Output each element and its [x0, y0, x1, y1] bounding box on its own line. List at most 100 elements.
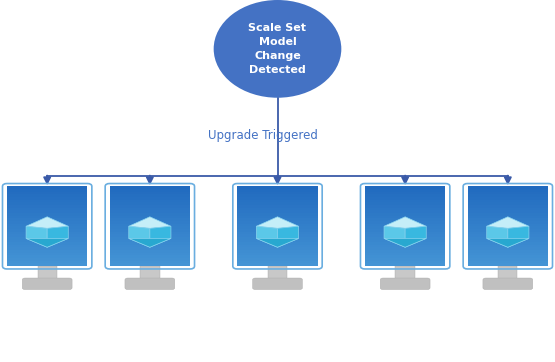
Bar [238, 263, 317, 266]
Bar [467, 228, 548, 232]
Bar [365, 194, 445, 197]
Bar [110, 205, 190, 208]
Polygon shape [384, 226, 405, 247]
Bar [238, 228, 317, 232]
Bar [110, 215, 190, 218]
Bar [7, 202, 88, 205]
Bar [7, 197, 88, 200]
Text: Scale Set
Model
Change
Detected: Scale Set Model Change Detected [249, 23, 306, 75]
Bar [110, 226, 190, 229]
Bar [467, 252, 548, 256]
Bar [110, 255, 190, 258]
Bar [238, 239, 317, 242]
Bar [467, 234, 548, 237]
Bar [238, 189, 317, 192]
Bar [467, 242, 548, 245]
Bar [7, 236, 88, 240]
Bar [365, 212, 445, 216]
Bar [238, 231, 317, 234]
Bar [467, 212, 548, 216]
Bar [7, 207, 88, 210]
Bar [365, 220, 445, 224]
Bar [365, 223, 445, 226]
Bar [7, 231, 88, 234]
Bar [238, 244, 317, 248]
Bar [467, 202, 548, 205]
Bar [238, 212, 317, 216]
Bar [110, 218, 190, 221]
Bar [7, 242, 88, 245]
Bar [467, 218, 548, 221]
Bar [467, 194, 548, 197]
Polygon shape [384, 239, 426, 247]
Bar [238, 252, 317, 256]
FancyBboxPatch shape [380, 278, 430, 290]
Bar [467, 210, 548, 213]
Bar [110, 210, 190, 213]
Bar [238, 218, 317, 221]
Bar [238, 223, 317, 226]
Polygon shape [26, 239, 68, 247]
Bar [238, 258, 317, 261]
Polygon shape [278, 226, 299, 247]
Bar [365, 252, 445, 256]
Polygon shape [129, 239, 171, 247]
Bar [365, 191, 445, 194]
Bar [7, 199, 88, 202]
Bar [238, 210, 317, 213]
Bar [365, 247, 445, 250]
Bar [365, 226, 445, 229]
Bar [467, 231, 548, 234]
Bar [467, 236, 548, 240]
Ellipse shape [214, 0, 341, 98]
Bar [110, 194, 190, 197]
Bar [365, 263, 445, 266]
Bar [365, 244, 445, 248]
Bar [467, 255, 548, 258]
Bar [7, 186, 88, 189]
Text: Upgrade Triggered: Upgrade Triggered [208, 129, 318, 142]
Bar [238, 202, 317, 205]
Bar [7, 226, 88, 229]
Bar [365, 186, 445, 189]
Bar [467, 223, 548, 226]
Bar [467, 189, 548, 192]
Bar [110, 234, 190, 237]
Bar [7, 218, 88, 221]
Bar [365, 199, 445, 202]
Bar [110, 220, 190, 224]
Bar [365, 250, 445, 253]
Bar [467, 207, 548, 210]
Bar [467, 186, 548, 189]
Bar [467, 191, 548, 194]
Bar [110, 236, 190, 240]
Bar [365, 242, 445, 245]
Bar [238, 260, 317, 264]
Polygon shape [38, 266, 57, 280]
Bar [365, 197, 445, 200]
Bar [7, 234, 88, 237]
Bar [110, 186, 190, 189]
Bar [7, 189, 88, 192]
Polygon shape [150, 226, 171, 247]
Bar [365, 231, 445, 234]
Bar [110, 212, 190, 216]
Bar [238, 247, 317, 250]
Polygon shape [487, 239, 529, 247]
Bar [7, 255, 88, 258]
Polygon shape [26, 217, 68, 228]
Bar [7, 239, 88, 242]
Bar [7, 191, 88, 194]
Bar [365, 207, 445, 210]
Bar [238, 226, 317, 229]
Bar [110, 197, 190, 200]
Polygon shape [396, 266, 415, 280]
Polygon shape [384, 217, 426, 228]
Bar [238, 250, 317, 253]
Bar [7, 252, 88, 256]
Polygon shape [498, 266, 517, 280]
Bar [7, 258, 88, 261]
Bar [467, 247, 548, 250]
Bar [365, 234, 445, 237]
Polygon shape [256, 226, 278, 247]
